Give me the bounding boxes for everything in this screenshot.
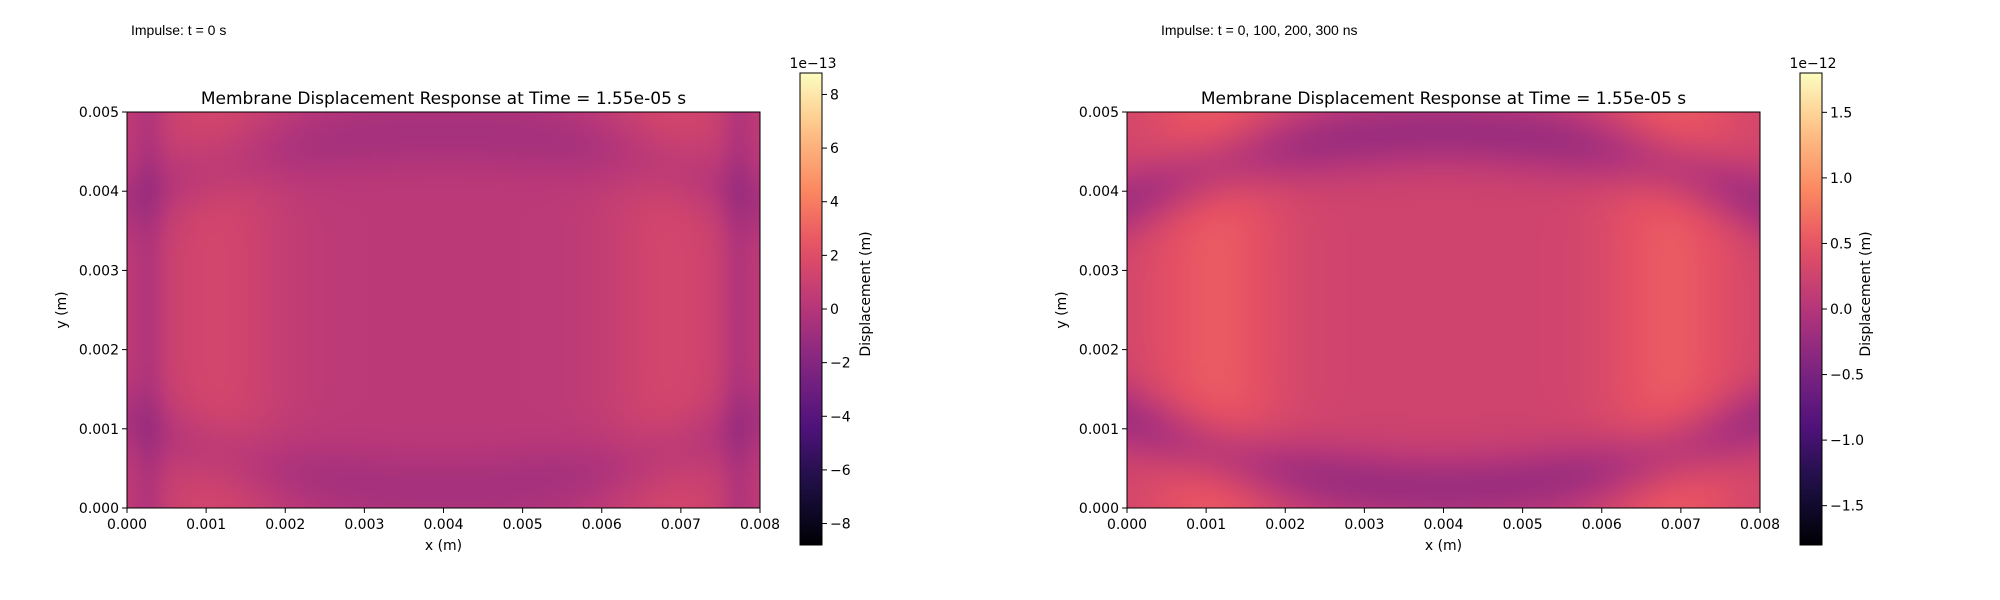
colorbar-tick-label: 4: [830, 195, 839, 211]
x-tick-label: 0.003: [1344, 517, 1384, 533]
y-tick-label: 0.003: [1079, 263, 1119, 279]
colorbar: [799, 72, 823, 546]
impulse-caption: Impulse: t = 0, 100, 200, 300 ns: [1161, 22, 1358, 38]
x-axis-label: x (m): [1425, 538, 1462, 554]
y-tick-label: 0.001: [79, 422, 119, 438]
x-tick-label: 0.004: [423, 517, 463, 533]
y-tick-label: 0.005: [79, 105, 119, 121]
colorbar-tick-label: 6: [830, 141, 839, 157]
colorbar-tick-label: −1.5: [1830, 499, 1864, 515]
y-axis-label: y (m): [54, 291, 70, 328]
heatmap-field: [127, 112, 760, 508]
x-tick-label: 0.001: [186, 517, 226, 533]
y-tick-label: 0.005: [1079, 105, 1119, 121]
y-tick-label: 0.003: [79, 263, 119, 279]
x-tick-label: 0.006: [582, 517, 622, 533]
colorbar-multiplier: 1e−12: [1789, 56, 1836, 72]
colorbar-tick-label: 0: [830, 302, 839, 318]
y-tick-label: 0.004: [1079, 184, 1119, 200]
colorbar-tick-label: 0.0: [1830, 302, 1852, 318]
x-axis-label: x (m): [425, 538, 462, 554]
x-tick-label: 0.002: [1265, 517, 1305, 533]
colorbar-tick-label: −8: [830, 517, 851, 533]
colorbar-multiplier: 1e−13: [789, 56, 836, 72]
heatmap-chart: Membrane Displacement Response at Time =…: [54, 56, 874, 554]
colorbar-label: Displacement (m): [858, 231, 874, 356]
chart-panel-1: Impulse: t = 0 s Membrane Displacement R…: [54, 22, 874, 554]
x-tick-label: 0.004: [1423, 517, 1463, 533]
x-tick-label: 0.007: [1661, 517, 1701, 533]
x-tick-label: 0.002: [265, 517, 305, 533]
y-tick-label: 0.000: [79, 501, 119, 517]
colorbar-label: Displacement (m): [1858, 231, 1874, 356]
colorbar-tick-label: 1.0: [1830, 171, 1852, 187]
y-tick-label: 0.002: [79, 343, 119, 359]
x-tick-label: 0.005: [503, 517, 543, 533]
y-tick-label: 0.002: [1079, 343, 1119, 359]
x-tick-label: 0.003: [344, 517, 384, 533]
colorbar-tick-label: −2: [830, 356, 851, 372]
colorbar-tick-label: 8: [830, 87, 839, 103]
heatmap-field: [1127, 112, 1760, 508]
x-tick-label: 0.008: [1740, 517, 1780, 533]
colorbar-tick-label: 1.5: [1830, 105, 1852, 121]
colorbar-tick-label: −6: [830, 463, 851, 479]
colorbar-tick-label: −4: [830, 409, 851, 425]
y-tick-label: 0.001: [1079, 422, 1119, 438]
colorbar-tick-label: 0.5: [1830, 236, 1852, 252]
colorbar-tick-label: 2: [830, 248, 839, 264]
colorbar: [1799, 72, 1823, 546]
heatmap-chart: Membrane Displacement Response at Time =…: [1054, 56, 1874, 554]
x-tick-label: 0.000: [107, 517, 147, 533]
x-tick-label: 0.006: [1582, 517, 1622, 533]
x-tick-label: 0.005: [1503, 517, 1543, 533]
chart-panel-2: Impulse: t = 0, 100, 200, 300 ns Membran…: [1000, 0, 2000, 600]
colorbar-tick-label: −0.5: [1830, 368, 1864, 384]
colorbar-tick-label: −1.0: [1830, 433, 1864, 449]
y-axis-label: y (m): [1054, 291, 1070, 328]
y-tick-label: 0.000: [1079, 501, 1119, 517]
y-tick-label: 0.004: [79, 184, 119, 200]
x-tick-label: 0.007: [661, 517, 701, 533]
impulse-caption: Impulse: t = 0 s: [131, 22, 227, 38]
chart-title: Membrane Displacement Response at Time =…: [1201, 89, 1686, 109]
x-tick-label: 0.008: [740, 517, 780, 533]
chart-title: Membrane Displacement Response at Time =…: [201, 89, 686, 109]
x-tick-label: 0.001: [1186, 517, 1226, 533]
x-tick-label: 0.000: [1107, 517, 1147, 533]
